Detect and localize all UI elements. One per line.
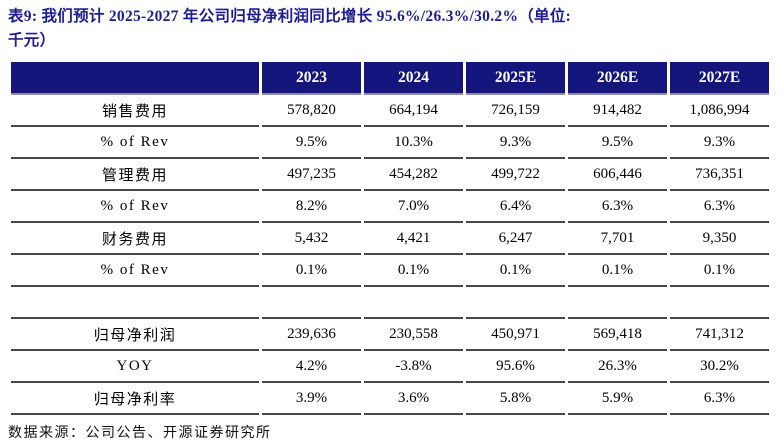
- cell-value: 914,482: [568, 95, 667, 127]
- row-label: % of Rev: [11, 255, 259, 287]
- row-label: 财务费用: [11, 223, 259, 255]
- cell-value: 450,971: [466, 319, 565, 351]
- row-label: % of Rev: [11, 127, 259, 159]
- cell-value: [466, 287, 565, 319]
- cell-value: 741,312: [670, 319, 769, 351]
- data-source-note: 数据来源：公司公告、开源证券研究所: [8, 426, 272, 441]
- cell-value: 5.9%: [568, 383, 667, 415]
- cell-value: 664,194: [364, 95, 463, 127]
- table-row-net-margin: 归母净利率 3.9% 3.6% 5.8% 5.9% 6.3%: [11, 383, 769, 415]
- column-header-2023: 2023: [262, 62, 361, 95]
- cell-value: [568, 287, 667, 319]
- cell-value: 0.1%: [568, 255, 667, 287]
- cell-value: 1,086,994: [670, 95, 769, 127]
- cell-value: 0.1%: [466, 255, 565, 287]
- cell-value: 7.0%: [364, 191, 463, 223]
- table-row-yoy: YOY 4.2% -3.8% 95.6% 26.3% 30.2%: [11, 351, 769, 383]
- row-label: % of Rev: [11, 191, 259, 223]
- cell-value: 0.1%: [670, 255, 769, 287]
- row-label: 管理费用: [11, 159, 259, 191]
- table-row-selling-expense: 销售费用 578,820 664,194 726,159 914,482 1,0…: [11, 95, 769, 127]
- column-header-2024: 2024: [364, 62, 463, 95]
- cell-value: 10.3%: [364, 127, 463, 159]
- cell-value: 9,350: [670, 223, 769, 255]
- cell-value: 3.9%: [262, 383, 361, 415]
- header-row: 2023 2024 2025E 2026E 2027E: [11, 62, 769, 95]
- cell-value: 454,282: [364, 159, 463, 191]
- table-row-finance-expense: 财务费用 5,432 4,421 6,247 7,701 9,350: [11, 223, 769, 255]
- cell-value: 3.6%: [364, 383, 463, 415]
- cell-value: [670, 287, 769, 319]
- cell-value: 9.3%: [466, 127, 565, 159]
- cell-value: 8.2%: [262, 191, 361, 223]
- cell-value: 9.3%: [670, 127, 769, 159]
- cell-value: 606,446: [568, 159, 667, 191]
- table-row-admin-expense: 管理费用 497,235 454,282 499,722 606,446 736…: [11, 159, 769, 191]
- cell-value: 9.5%: [568, 127, 667, 159]
- cell-value: [262, 287, 361, 319]
- row-label: 销售费用: [11, 95, 259, 127]
- cell-value: 578,820: [262, 95, 361, 127]
- cell-value: 6.3%: [568, 191, 667, 223]
- cell-value: 230,558: [364, 319, 463, 351]
- row-label: 归母净利率: [11, 383, 259, 415]
- cell-value: 6.3%: [670, 383, 769, 415]
- cell-value: 6.3%: [670, 191, 769, 223]
- cell-value: 569,418: [568, 319, 667, 351]
- financial-forecast-table: 2023 2024 2025E 2026E 2027E 销售费用 578,820…: [8, 62, 772, 415]
- table-row-spacer: [11, 287, 769, 319]
- cell-value: 9.5%: [262, 127, 361, 159]
- table-row-selling-pct-of-rev: % of Rev 9.5% 10.3% 9.3% 9.5% 9.3%: [11, 127, 769, 159]
- cell-value: 4,421: [364, 223, 463, 255]
- table-row-net-profit: 归母净利润 239,636 230,558 450,971 569,418 74…: [11, 319, 769, 351]
- cell-value: 4.2%: [262, 351, 361, 383]
- cell-value: 7,701: [568, 223, 667, 255]
- column-header-2027e: 2027E: [670, 62, 769, 95]
- cell-value: 0.1%: [262, 255, 361, 287]
- corner-header-cell: [11, 62, 259, 95]
- table-row-admin-pct-of-rev: % of Rev 8.2% 7.0% 6.4% 6.3% 6.3%: [11, 191, 769, 223]
- column-header-2026e: 2026E: [568, 62, 667, 95]
- cell-value: 95.6%: [466, 351, 565, 383]
- cell-value: 736,351: [670, 159, 769, 191]
- cell-value: -3.8%: [364, 351, 463, 383]
- row-label: 归母净利润: [11, 319, 259, 351]
- table-title: 表9: 我们预计 2025-2027 年公司归母净利润同比增长 95.6%/26…: [0, 0, 780, 53]
- column-header-2025e: 2025E: [466, 62, 565, 95]
- cell-value: 0.1%: [364, 255, 463, 287]
- table-title-line-1: 表9: 我们预计 2025-2027 年公司归母净利润同比增长 95.6%/26…: [8, 8, 572, 25]
- row-label: [11, 287, 259, 319]
- cell-value: 6.4%: [466, 191, 565, 223]
- cell-value: [364, 287, 463, 319]
- table-row-finance-pct-of-rev: % of Rev 0.1% 0.1% 0.1% 0.1% 0.1%: [11, 255, 769, 287]
- cell-value: 5.8%: [466, 383, 565, 415]
- cell-value: 26.3%: [568, 351, 667, 383]
- cell-value: 499,722: [466, 159, 565, 191]
- cell-value: 239,636: [262, 319, 361, 351]
- table-title-line-2: 千元）: [8, 32, 56, 49]
- cell-value: 30.2%: [670, 351, 769, 383]
- row-label: YOY: [11, 351, 259, 383]
- cell-value: 6,247: [466, 223, 565, 255]
- cell-value: 726,159: [466, 95, 565, 127]
- cell-value: 5,432: [262, 223, 361, 255]
- cell-value: 497,235: [262, 159, 361, 191]
